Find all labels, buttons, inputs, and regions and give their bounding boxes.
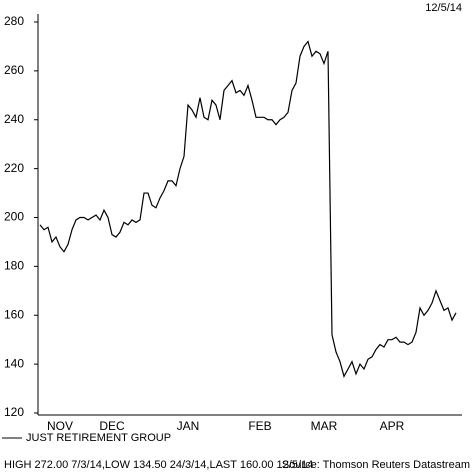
y-tick-label: 220 [4,161,24,175]
x-tick-label: DEC [99,419,125,433]
y-tick-label: 180 [4,259,24,273]
source: Source: Thomson Reuters Datastream [282,459,470,471]
x-tick-label: NOV [47,419,73,433]
footer: HIGH 272.00 7/3/14,LOW 134.50 24/3/14,LA… [4,459,313,471]
legend-label: JUST RETIREMENT GROUP [26,432,171,444]
y-tick-label: 160 [4,307,24,321]
y-tick-label: 240 [4,112,24,126]
y-tick-label: 140 [4,356,24,370]
x-tick-label: APR [380,419,405,433]
y-tick-label: 200 [4,210,24,224]
y-tick-label: 120 [4,405,24,419]
chart-date: 12/5/14 [425,2,462,14]
y-tick-label: 260 [4,63,24,77]
x-tick-label: FEB [248,419,271,433]
x-tick-label: JAN [177,419,200,433]
price-line [39,40,457,378]
x-tick-label: MAR [311,419,338,433]
y-tick-label: 280 [4,14,24,28]
